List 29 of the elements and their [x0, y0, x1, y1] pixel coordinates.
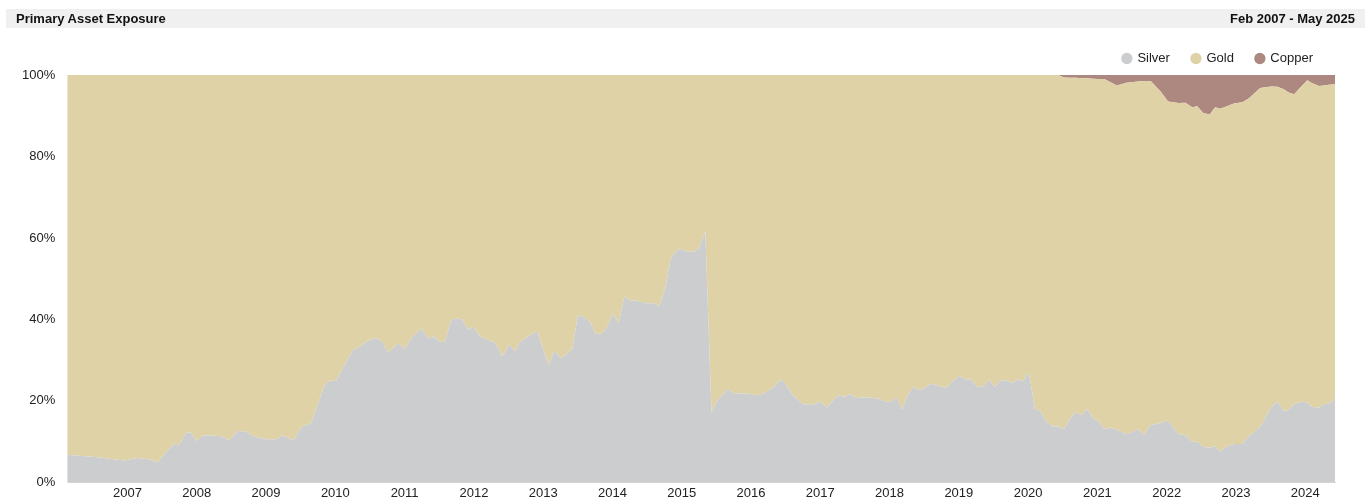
x-tick-label: 2024 [1290, 484, 1320, 500]
x-tick-label: 2010 [320, 484, 350, 500]
y-tick-label: 60% [29, 229, 56, 245]
x-tick-label: 2013 [528, 484, 558, 500]
x-tick-label: 2021 [1082, 484, 1112, 500]
legend-label: Gold [1206, 50, 1234, 66]
x-tick-label: 2007 [113, 484, 142, 500]
x-tick-label: 2016 [736, 484, 766, 500]
y-tick-label: 20% [29, 392, 56, 408]
x-tick-label: 2017 [805, 484, 835, 500]
legend-label: Silver [1137, 50, 1171, 66]
chart-subtitle: Feb 2007 - May 2025 [1228, 11, 1356, 26]
x-tick-label: 2015 [667, 484, 697, 500]
x-tick-label: 2019 [944, 484, 974, 500]
y-tick-label: 100% [22, 66, 56, 82]
x-tick-label: 2022 [1152, 484, 1182, 500]
x-tick-label: 2012 [459, 484, 489, 500]
legend-label: Copper [1270, 50, 1314, 66]
y-tick-label: 80% [29, 148, 56, 164]
x-tick-label: 2011 [390, 484, 419, 500]
x-tick-label: 2023 [1221, 484, 1251, 500]
x-tick-label: 2020 [1013, 484, 1043, 500]
y-tick-label: 0% [36, 473, 56, 489]
x-tick-label: 2018 [875, 484, 905, 500]
x-tick-label: 2014 [597, 484, 627, 500]
y-tick-label: 40% [29, 311, 56, 327]
x-tick-label: 2009 [251, 484, 281, 500]
x-tick-label: 2008 [182, 484, 212, 500]
chart-title: Primary Asset Exposure [15, 11, 167, 26]
